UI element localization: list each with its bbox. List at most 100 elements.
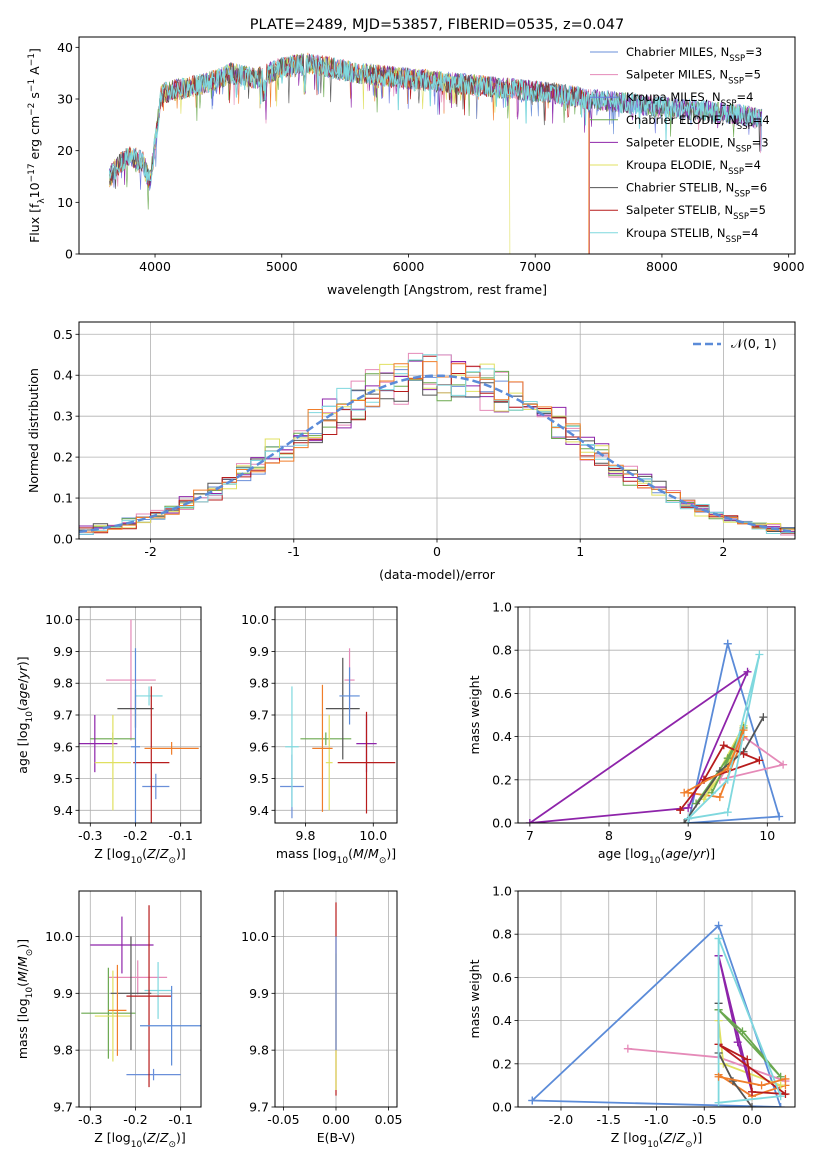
mass-weight-marker (680, 819, 689, 823)
plot-area (81, 905, 201, 1088)
mass-weight-marker (528, 1096, 537, 1105)
mass-weight-marker (776, 1103, 785, 1107)
legend-label: Salpeter MILES, NSSP=5 (626, 68, 761, 87)
spectrum-line-8 (108, 54, 763, 184)
y-axis-label: mass weight (467, 959, 482, 1038)
y-tick-label: 0.2 (492, 1056, 512, 1071)
x-tick-label: 8000 (646, 259, 678, 274)
x-tick-label: 7 (526, 828, 534, 843)
x-tick-label: 7000 (519, 259, 551, 274)
panel-mass_vs_Z: -0.3 -0.2 -0.1 9.7 9.8 9.9 10.0 Z [log10(Z/Z⊙)]… (15, 890, 202, 1150)
mass-weight-marker (714, 1072, 723, 1081)
axes-frame (78, 321, 796, 540)
mass-weight-marker (755, 756, 764, 765)
axes-frame (274, 606, 398, 824)
legend-label: Kroupa STELIB, NSSP=4 (626, 226, 758, 245)
x-tick-label: 0.05 (375, 1112, 403, 1127)
x-tick-label: 10 (759, 828, 775, 843)
y-tick-label: 9.9 (53, 644, 73, 659)
mass-weight-marker (739, 726, 748, 735)
y-tick-label: 0.3 (53, 409, 73, 424)
x-axis-label: Z [log10(Z/Z⊙)] (94, 1130, 186, 1150)
y-tick-label: 9.4 (249, 803, 269, 818)
mass-weight-marker (676, 806, 685, 815)
mass-weight-marker (776, 1092, 785, 1101)
y-tick-label: 0.6 (492, 686, 512, 701)
y-tick-label: 0.0 (492, 1100, 512, 1115)
x-axis-label: Z [log10(Z/Z⊙)] (94, 846, 186, 866)
mass-weight-marker (733, 1038, 742, 1047)
mass-weight-marker (684, 814, 693, 823)
y-tick-label: 9.8 (53, 1043, 73, 1058)
mass-weight-marker (748, 1103, 757, 1107)
x-tick-label: 0.00 (322, 1112, 350, 1127)
y-tick-label: 20 (57, 143, 73, 158)
mass-weight-marker (723, 765, 732, 773)
y-tick-label: 9.9 (53, 986, 73, 1001)
x-axis-label: Z [log10(Z/Z⊙)] (611, 1130, 703, 1150)
mass-weight-marker (775, 812, 784, 821)
y-tick-label: 0.6 (492, 970, 512, 985)
y-tick-label: 1.0 (492, 884, 512, 899)
y-tick-label: 0.0 (492, 816, 512, 831)
y-axis-label: mass weight (467, 675, 482, 754)
y-axis-label: Normed distribution (26, 368, 41, 493)
x-axis-label: age [log10(age/yr)] (598, 846, 715, 866)
chart-title: PLATE=2489, MJD=53857, FIBERID=0535, z=0… (250, 17, 624, 33)
panel-massweight_vs_age: 7 8 9 10 0.0 0.2 0.4 0.6 0.8 1.0 age [log10(age/yr… (467, 600, 796, 866)
panel-residuals: -2 -1 0 1 2 0.0 0.1 0.2 0.3 0.4 0.5 𝒩(0, 1) (data-mo… (26, 321, 796, 582)
y-tick-label: 0.5 (53, 327, 73, 342)
mass-weight-marker (776, 1081, 785, 1090)
panel-mass_vs_EBV: -0.05 0.00 0.05 9.7 9.8 9.9 10.0 E(B-V) (241, 890, 403, 1145)
spectrum-line-4 (109, 53, 763, 186)
panel-age_vs_Z: -0.3 -0.2 -0.1 9.4 9.5 9.6 9.7 9.8 9.9 10.0 Z [log… (15, 606, 202, 866)
mass-weight-marker (714, 934, 723, 943)
mass-weight-marker (680, 788, 689, 797)
mass-weight-line (717, 1009, 782, 1078)
x-tick-label: -1.5 (597, 1112, 621, 1127)
x-tick-label: 5000 (266, 259, 298, 274)
x-tick-label: -1 (288, 544, 300, 559)
plot-area (528, 921, 790, 1107)
x-tick-label: 4000 (139, 259, 171, 274)
mass-weight-marker (684, 803, 693, 812)
mass-weight-marker (623, 1044, 632, 1053)
y-tick-label: 0.8 (492, 927, 512, 942)
x-tick-label: -0.5 (692, 1112, 716, 1127)
mass-weight-marker (723, 775, 732, 784)
plot-area (79, 352, 795, 536)
mass-weight-marker (757, 1081, 766, 1090)
mass-weight-line (687, 643, 781, 823)
axes-frame (274, 890, 398, 1108)
plot-area (525, 639, 788, 823)
mass-weight-line (529, 669, 750, 823)
y-tick-label: 0.4 (492, 729, 512, 744)
plot-area (108, 52, 763, 254)
axes-frame (517, 890, 796, 1108)
mass-weight-marker (781, 1090, 790, 1099)
x-tick-label: 2 (719, 544, 727, 559)
y-tick-label: 9.4 (53, 803, 73, 818)
y-tick-label: 9.7 (249, 708, 269, 723)
x-tick-label: -1.0 (644, 1112, 668, 1127)
x-axis-label: wavelength [Angstrom, rest frame] (327, 282, 547, 297)
panel-spectrum: 4000 5000 6000 7000 8000 9000 0 10 20 30 40 PLATE=2… (27, 17, 805, 297)
y-tick-label: 0 (65, 247, 73, 262)
mass-weight-marker (781, 1074, 790, 1083)
normal-curve (79, 374, 793, 534)
y-tick-label: 9.7 (53, 1100, 73, 1115)
y-tick-label: 0.8 (492, 643, 512, 658)
histogram-series-8 (79, 361, 795, 533)
mass-weight-marker (739, 749, 748, 758)
x-tick-label: -0.3 (78, 828, 102, 843)
y-tick-label: 9.9 (249, 986, 269, 1001)
mass-weight-marker (714, 1098, 723, 1107)
mass-weight-marker (759, 713, 768, 722)
legend-label: Chabrier STELIB, NSSP=6 (626, 181, 767, 200)
mass-weight-marker (714, 921, 723, 930)
mass-weight-marker (723, 754, 732, 763)
x-tick-label: -2 (144, 544, 156, 559)
x-tick-label: 9000 (773, 259, 805, 274)
plot-area (79, 619, 199, 823)
